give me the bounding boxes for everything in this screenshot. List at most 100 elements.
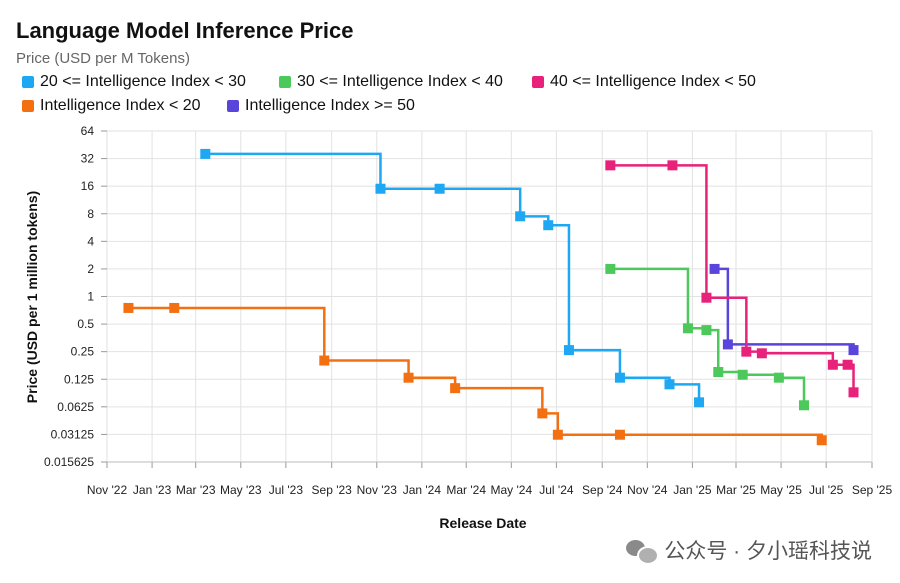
x-axis-label: Release Date <box>439 515 526 531</box>
x-tick-label: Jul '23 <box>269 483 304 497</box>
legend-item[interactable]: Intelligence Index >= 50 <box>227 97 415 115</box>
legend-label: Intelligence Index >= 50 <box>245 97 415 114</box>
data-point[interactable] <box>694 397 705 408</box>
chart-title: Language Model Inference Price <box>16 18 354 43</box>
legend-label: 30 <= Intelligence Index < 40 <box>297 73 503 90</box>
data-point[interactable] <box>200 148 211 159</box>
data-point[interactable] <box>375 183 386 194</box>
data-point[interactable] <box>701 325 712 336</box>
y-tick-label: 16 <box>81 179 95 193</box>
y-tick-label: 0.0625 <box>57 400 94 414</box>
data-point[interactable] <box>123 302 134 313</box>
y-tick-label: 0.25 <box>71 345 95 359</box>
data-point[interactable] <box>741 346 752 357</box>
legend-item[interactable]: Intelligence Index < 20 <box>22 97 201 115</box>
y-tick-label: 8 <box>87 207 94 221</box>
data-point[interactable] <box>605 263 616 274</box>
series-line <box>205 152 701 403</box>
series-0 <box>200 148 705 408</box>
legend-swatch <box>22 76 34 88</box>
x-tick-label: Jan '24 <box>403 483 442 497</box>
x-tick-label: Mar '24 <box>446 483 486 497</box>
data-point[interactable] <box>664 379 675 390</box>
x-tick-label: Sep '23 <box>312 483 353 497</box>
data-point[interactable] <box>515 211 526 222</box>
y-tick-label: 0.5 <box>77 317 94 331</box>
data-point[interactable] <box>709 263 720 274</box>
legend-label: Intelligence Index < 20 <box>40 97 201 114</box>
data-point[interactable] <box>614 429 625 440</box>
legend-swatch <box>22 100 34 112</box>
chart-subtitle: Price (USD per M Tokens) <box>16 50 190 67</box>
y-tick-label: 0.125 <box>64 372 94 386</box>
data-point[interactable] <box>543 220 554 231</box>
chart-series <box>123 148 859 446</box>
legend-swatch <box>279 76 291 88</box>
x-tick-label: Jul '25 <box>809 483 844 497</box>
legend-label: 40 <= Intelligence Index < 50 <box>550 73 756 90</box>
y-tick-label: 1 <box>87 290 94 304</box>
x-axis: Nov '22 Jan '23 Mar '23 May '23 Jul '23 Sep '… <box>87 461 893 497</box>
data-point[interactable] <box>756 348 767 359</box>
x-tick-label: Sep '24 <box>582 483 623 497</box>
y-tick-label: 2 <box>87 262 94 276</box>
data-point[interactable] <box>537 408 548 419</box>
series-line <box>714 267 855 351</box>
x-tick-label: Jul '24 <box>539 483 574 497</box>
x-tick-label: Nov '24 <box>627 483 668 497</box>
x-tick-label: May '24 <box>490 483 532 497</box>
data-point[interactable] <box>605 160 616 171</box>
data-point[interactable] <box>701 292 712 303</box>
data-point[interactable] <box>434 183 445 194</box>
x-tick-label: Nov '23 <box>357 483 398 497</box>
price-chart: 64 32 16 8 4 2 1 0.5 0.25 0.125 0.0625 0.03125 0.015… <box>24 124 893 531</box>
x-tick-label: Sep '25 <box>852 483 893 497</box>
data-point[interactable] <box>816 435 827 446</box>
legend-item[interactable]: 30 <= Intelligence Index < 40 <box>279 73 503 91</box>
x-tick-label: May '25 <box>760 483 802 497</box>
data-point[interactable] <box>722 339 733 350</box>
y-axis: 64 32 16 8 4 2 1 0.5 0.25 0.125 0.0625 0.03125 0.015… <box>44 124 107 469</box>
watermark: 公众号 · 夕小瑶科技说 <box>626 535 872 565</box>
data-point[interactable] <box>563 345 574 356</box>
legend-label: 20 <= Intelligence Index < 30 <box>40 73 246 90</box>
legend-swatch <box>227 100 239 112</box>
data-point[interactable] <box>842 359 853 370</box>
data-point[interactable] <box>319 355 330 366</box>
watermark-text: 公众号 · 夕小瑶科技说 <box>664 540 872 563</box>
data-point[interactable] <box>682 323 693 334</box>
x-tick-label: Mar '25 <box>716 483 756 497</box>
legend-item[interactable]: 20 <= Intelligence Index < 30 <box>22 73 246 91</box>
y-tick-label: 0.03125 <box>51 427 95 441</box>
legend-swatch <box>532 76 544 88</box>
data-point[interactable] <box>667 160 678 171</box>
data-point[interactable] <box>827 359 838 370</box>
y-tick-label: 64 <box>81 124 95 138</box>
data-point[interactable] <box>713 366 724 377</box>
series-4 <box>605 160 859 398</box>
data-point[interactable] <box>169 302 180 313</box>
y-tick-label: 32 <box>81 152 95 166</box>
y-axis-label: Price (USD per 1 million tokens) <box>24 191 40 403</box>
data-point[interactable] <box>799 400 809 411</box>
data-point[interactable] <box>450 383 461 394</box>
series-3 <box>709 263 859 356</box>
data-point[interactable] <box>403 372 414 383</box>
legend-item[interactable]: 40 <= Intelligence Index < 50 <box>532 73 756 91</box>
x-tick-label: Mar '23 <box>176 483 216 497</box>
data-point[interactable] <box>614 372 625 383</box>
series-1 <box>123 302 827 446</box>
x-tick-label: Jan '25 <box>673 483 712 497</box>
data-point[interactable] <box>737 369 748 380</box>
x-tick-label: May '23 <box>220 483 262 497</box>
data-point[interactable] <box>848 387 859 398</box>
y-tick-label: 0.015625 <box>44 455 94 469</box>
data-point[interactable] <box>552 429 563 440</box>
series-2 <box>605 263 809 411</box>
wechat-icon <box>626 538 660 565</box>
data-point[interactable] <box>848 345 859 356</box>
data-point[interactable] <box>773 372 784 383</box>
chart-grid <box>106 130 873 463</box>
x-tick-label: Nov '22 <box>87 483 128 497</box>
x-tick-label: Jan '23 <box>133 483 172 497</box>
